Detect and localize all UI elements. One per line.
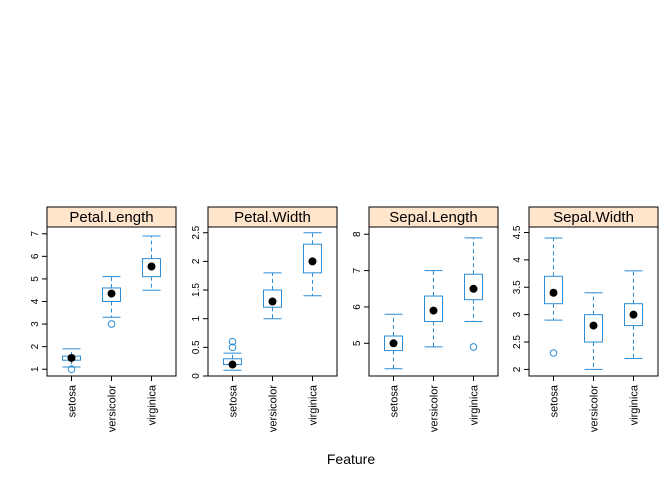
outlier-point [549,349,558,357]
median-dot [147,262,156,271]
y-tick-label: 0 [191,373,202,379]
y-tick-label: 2.5 [512,335,523,349]
y-tick-label: 7 [352,267,363,273]
box-virginica [463,237,483,351]
iqr-box [424,295,443,322]
panel-title: Petal.Width [234,209,311,226]
median-dot [67,353,76,362]
y-tick-label: 3 [512,311,523,317]
iqr-box [463,273,483,301]
panel-frame [207,226,338,377]
x-tick-label-virginica: virginica [628,384,640,425]
y-tick-label: 6 [352,304,363,310]
y-tick-label: 2 [191,258,202,264]
panel-title: Petal.Length [69,209,153,226]
box-versicolor [102,276,121,328]
box-virginica [141,235,161,291]
box-setosa [223,337,243,371]
median-dot [469,284,478,293]
y-tick-label: 8 [352,231,363,237]
median-dot [429,306,438,315]
y-tick-label: 3 [30,321,41,327]
y-tick-label: 7 [30,231,41,237]
iqr-box [263,289,282,308]
outlier-point [228,337,237,346]
panel-sepal-length: Sepal.Length 5 6 7 8 setosa versicolor virginic… [352,206,499,432]
y-tick-label: 3.5 [512,280,523,294]
box-setosa [62,348,82,374]
outlier-point [469,343,478,351]
y-tick-label: 2.5 [191,225,202,239]
x-tick-label-setosa: setosa [67,384,79,417]
box-setosa [544,237,564,357]
x-tick-label-setosa: setosa [389,384,401,417]
panel-frame [528,226,659,377]
iqr-box [141,258,161,278]
median-dot [549,288,558,297]
outlier-point [107,320,116,328]
y-tick-label: 4 [512,257,523,263]
box-virginica [623,270,643,359]
panel-sepal-width: Sepal.Width 2 2.5 3 3.5 4 4.5 setosa versicolor v… [512,206,659,432]
outlier-point [67,365,76,374]
median-dot [308,257,317,266]
median-dot [629,310,638,319]
x-tick-label-versicolor: versicolor [268,385,280,432]
y-tick-label: 5 [30,276,41,282]
box-virginica [302,232,322,297]
box-setosa [384,313,404,370]
iqr-box [102,287,121,303]
y-tick-label: 2 [512,366,523,372]
x-tick-label-setosa: setosa [549,384,561,417]
y-tick-label: 4 [30,298,41,304]
x-tick-label-versicolor: versicolor [107,385,119,432]
panel-frame [368,226,499,377]
x-tick-label-virginica: virginica [307,384,319,425]
box-versicolor [584,292,603,370]
x-tick-label-versicolor: versicolor [589,385,601,432]
x-tick-label-virginica: virginica [146,384,158,425]
y-tick-label: 4.5 [512,225,523,239]
median-dot [268,297,277,306]
y-tick-label: 1 [30,366,41,372]
panel-title: Sepal.Width [553,209,634,226]
panel-frame [46,226,177,377]
iqr-box [384,335,404,352]
y-tick-label: 1 [191,315,202,321]
iqr-box [623,303,643,327]
y-tick-label: 0.5 [191,340,202,354]
y-tick-label: 5 [352,340,363,346]
x-axis-label: Feature [327,451,375,467]
iqr-box [544,275,564,305]
panel-petal-length: Petal.Length 1 2 3 4 5 6 7 setosa versicolor virgi… [30,206,177,432]
iqr-box [584,314,603,343]
box-versicolor [263,272,282,320]
panel-title: Sepal.Length [389,209,477,226]
median-dot [389,339,398,348]
x-tick-label-versicolor: versicolor [429,385,441,432]
median-dot [228,360,237,369]
median-dot [107,289,116,298]
panel-petal-width: Petal.Width 0 0.5 1 1.5 2 2.5 setosa versicolor v… [191,206,338,432]
iqr-box [302,243,322,274]
y-tick-label: 1.5 [191,283,202,297]
x-tick-label-virginica: virginica [468,384,480,425]
y-tick-label: 6 [30,253,41,259]
median-dot [589,321,598,330]
box-versicolor [424,270,443,348]
y-tick-label: 2 [30,343,41,349]
outlier-point [228,343,237,352]
x-tick-label-setosa: setosa [228,384,240,417]
